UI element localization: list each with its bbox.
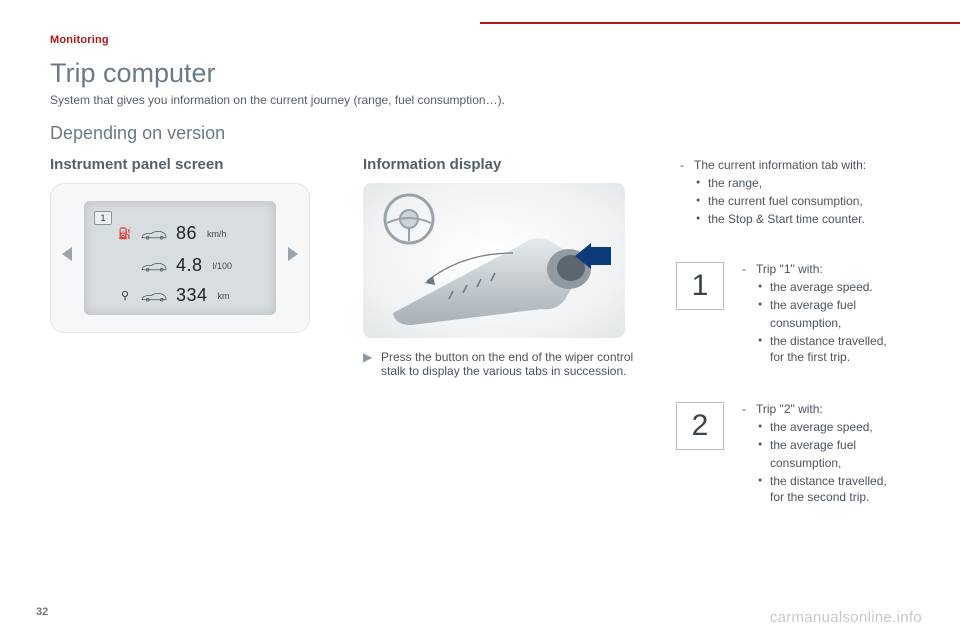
- panel-left-arrow-icon: [62, 247, 72, 261]
- page-title: Trip computer: [50, 58, 910, 89]
- panel-consumption-value: 4.8: [176, 255, 203, 276]
- car-icon: [140, 260, 168, 272]
- trip1-tail: for the first trip.: [756, 350, 910, 364]
- speed-icon: ⛽: [118, 227, 132, 240]
- panel-speed-value: 86: [176, 223, 197, 244]
- trip2-tail: for the second trip.: [756, 490, 910, 504]
- stalk-caption-text: Press the button on the end of the wiper…: [381, 350, 648, 378]
- panel-consumption-unit: l/100: [213, 261, 233, 271]
- panel-right-arrow-icon: [288, 247, 298, 261]
- panel-range-value: 334: [176, 285, 208, 306]
- current-info-item: the Stop & Start time counter.: [694, 210, 910, 228]
- car-icon: [140, 228, 168, 240]
- depending-heading: Depending on version: [50, 123, 910, 144]
- info-display-heading: Information display: [363, 156, 648, 173]
- car-icon: [140, 290, 168, 302]
- page-subtitle: System that gives you information on the…: [50, 93, 910, 107]
- trip2-block: 2 Trip "2" with: the average speed, the …: [676, 402, 910, 508]
- panel-row-range: ⚲ 334 km: [118, 285, 230, 306]
- trip1-item: the average speed.: [756, 278, 910, 296]
- stalk-press-arrow-icon: [575, 243, 611, 269]
- trip2-item: the average speed,: [756, 418, 910, 436]
- panel-range-unit: km: [218, 291, 230, 301]
- current-info-item: the range,: [694, 174, 910, 192]
- watermark: carmanualsonline.info: [770, 609, 922, 626]
- trip1-item: the distance travelled,: [756, 332, 910, 350]
- top-accent-line: [480, 22, 960, 24]
- trip2-number-icon: 2: [676, 402, 724, 450]
- panel-row-speed: ⛽ 86 km/h: [118, 223, 227, 244]
- page-number: 32: [36, 606, 48, 618]
- trip2-item: the distance travelled,: [756, 472, 910, 490]
- section-label: Monitoring: [50, 34, 910, 46]
- caption-marker-icon: ▶: [363, 350, 373, 378]
- current-info-lead: The current information tab with:: [694, 158, 866, 172]
- trip1-number-icon: 1: [676, 262, 724, 310]
- stalk-caption: ▶ Press the button on the end of the wip…: [363, 350, 648, 378]
- trip1-item: the average fuel consumption,: [756, 296, 910, 332]
- instrument-panel-figure: 1 ⛽ 86 km/h 4.8: [50, 183, 310, 333]
- panel-heading: Instrument panel screen: [50, 156, 335, 173]
- current-info-block: The current information tab with: the ra…: [676, 158, 910, 228]
- panel-screen: 1 ⛽ 86 km/h 4.8: [84, 201, 276, 315]
- trip1-block: 1 Trip "1" with: the average speed. the …: [676, 262, 910, 368]
- panel-row-consumption: 4.8 l/100: [118, 255, 232, 276]
- trip1-lead: Trip "1" with:: [756, 262, 823, 276]
- panel-speed-unit: km/h: [207, 229, 227, 239]
- current-info-item: the current fuel consumption,: [694, 192, 910, 210]
- trip2-lead: Trip "2" with:: [756, 402, 823, 416]
- panel-tab-indicator: 1: [94, 211, 112, 225]
- signpost-icon: ⚲: [118, 289, 132, 302]
- trip2-item: the average fuel consumption,: [756, 436, 910, 472]
- wiper-stalk-figure: [363, 183, 625, 338]
